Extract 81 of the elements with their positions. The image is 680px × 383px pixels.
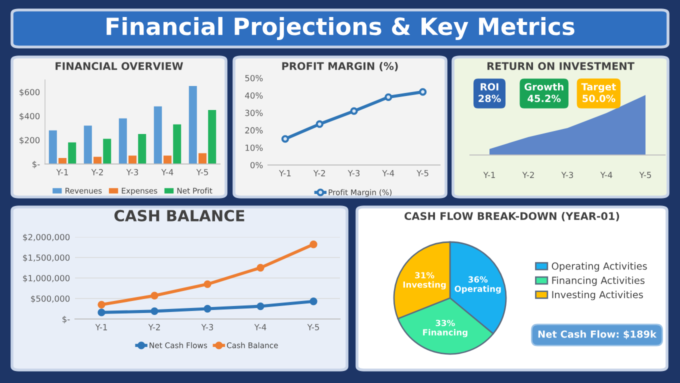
point xyxy=(150,292,158,300)
legend-label: Financing Activities xyxy=(552,276,645,286)
y-tick-label: $200 xyxy=(20,136,40,144)
text: Financial Projections & Key Metrics xyxy=(106,16,574,40)
point xyxy=(316,120,324,128)
chart-title: PROFIT MARGIN (%) xyxy=(282,62,398,72)
chart-title: FINANCIAL OVERVIEW xyxy=(56,62,184,70)
bar xyxy=(188,86,197,164)
chart-title: CASH BALANCE xyxy=(114,210,244,222)
bar xyxy=(208,110,216,164)
y-tick-label: $1,000,000 xyxy=(23,274,70,282)
x-tick-label: Y-5 xyxy=(307,324,319,330)
bar xyxy=(198,153,206,164)
point xyxy=(418,88,427,96)
point xyxy=(310,298,318,306)
bar xyxy=(154,106,162,164)
x-tick-label: Y-4 xyxy=(161,169,174,176)
data-label: 33% Financing xyxy=(423,320,468,338)
y-tick-label: 50% xyxy=(245,74,263,82)
x-tick-label: Y-2 xyxy=(313,170,325,176)
annotation: Target 50.0% xyxy=(581,83,616,102)
bar xyxy=(84,126,92,164)
x-tick-label: Y-4 xyxy=(600,172,612,178)
bar xyxy=(48,130,57,164)
data-label: 36% Operating xyxy=(454,276,501,294)
x-tick-label: Y-4 xyxy=(254,324,266,330)
y-tick-label: $1,500,000 xyxy=(23,254,70,262)
y-tick-label: $400 xyxy=(20,112,40,120)
y-tick-label: $- xyxy=(32,160,40,168)
point xyxy=(98,300,106,308)
point xyxy=(150,307,158,316)
y-tick-label: 0% xyxy=(250,162,263,168)
x-tick-label: Y-5 xyxy=(416,170,428,176)
y-tick-label: $2,000,000 xyxy=(23,234,70,242)
x-tick-label: Y-4 xyxy=(382,170,394,176)
point xyxy=(350,107,358,115)
legend-label: Investing Activities xyxy=(552,290,643,300)
chart-title: RETURN ON INVESTMENT xyxy=(487,62,634,70)
point xyxy=(204,280,212,288)
x-tick-label: Y-3 xyxy=(561,172,574,178)
point xyxy=(384,93,392,101)
point xyxy=(98,308,106,316)
x-tick-label: Y-1 xyxy=(56,169,68,176)
x-tick-label: Y-2 xyxy=(148,324,160,330)
legend-label: Operating Activities xyxy=(552,262,647,272)
point xyxy=(281,135,290,143)
x-tick-label: Y-2 xyxy=(91,169,103,176)
text: Net Cash Flow: $189k xyxy=(538,330,657,340)
point xyxy=(204,304,212,313)
x-tick-label: Y-3 xyxy=(201,324,214,330)
x-tick-label: Y-5 xyxy=(639,172,651,178)
y-tick-label: 30% xyxy=(245,110,263,116)
bar xyxy=(68,142,76,164)
y-tick-label: 10% xyxy=(246,144,263,151)
x-tick-label: Y-3 xyxy=(348,170,360,176)
bar xyxy=(58,158,66,164)
point xyxy=(256,264,264,272)
point xyxy=(256,302,264,310)
x-tick-label: Y-1 xyxy=(483,172,495,178)
y-tick-label: $- xyxy=(62,316,70,324)
x-tick-label: Y-2 xyxy=(522,172,534,178)
y-tick-label: $500,000 xyxy=(31,295,70,303)
bar xyxy=(103,138,112,164)
annotation: Growth 45.2% xyxy=(524,82,564,102)
data-label: 31% Investing xyxy=(403,272,446,290)
bar xyxy=(164,156,172,164)
bar xyxy=(138,134,146,164)
y-tick-label: 20% xyxy=(245,127,263,134)
x-tick-label: Y-1 xyxy=(278,170,291,176)
x-tick-label: Y-3 xyxy=(126,169,138,176)
annotation: ROI 28% xyxy=(478,83,501,102)
x-tick-label: Y-1 xyxy=(95,324,107,330)
chart-title: CASH FLOW BREAK-DOWN (YEAR-01) xyxy=(404,212,620,222)
y-tick-label: $600 xyxy=(20,88,40,96)
bar xyxy=(128,156,136,164)
y-tick-label: 40% xyxy=(245,92,263,99)
bar xyxy=(118,118,127,164)
bar xyxy=(173,124,182,164)
x-tick-label: Y-5 xyxy=(196,169,208,176)
point xyxy=(310,240,318,248)
bar xyxy=(94,156,102,164)
